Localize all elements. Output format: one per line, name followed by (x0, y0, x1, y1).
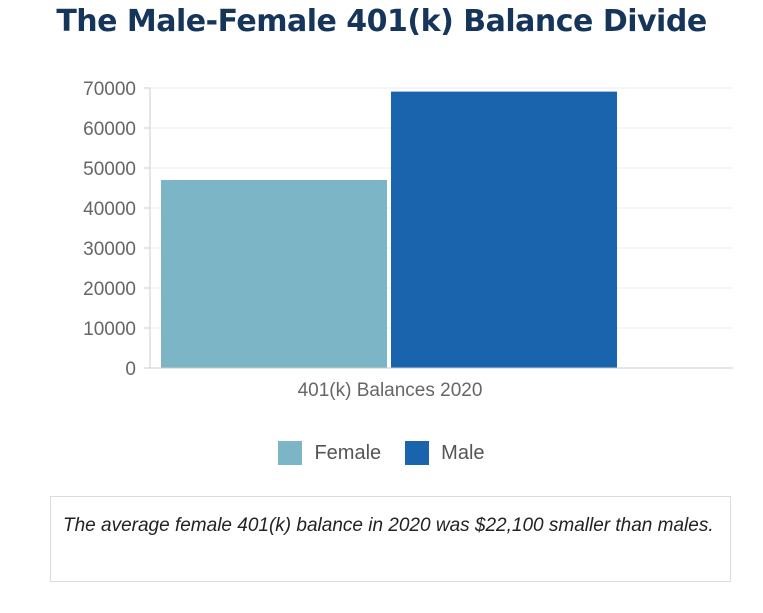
legend-swatch-male (405, 441, 430, 465)
bar-female[interactable] (161, 180, 387, 368)
legend-label-female: Female (314, 441, 382, 464)
y-tick-label: 10000 (83, 319, 136, 340)
y-tick-label: 20000 (83, 279, 136, 300)
y-tick-label: 70000 (83, 79, 136, 100)
y-tick-label: 60000 (83, 119, 136, 140)
y-axis-ticks: 0 10000 20000 30000 40000 50000 60000 70000 (83, 79, 150, 380)
legend: Female Male (0, 439, 763, 467)
y-tick-label: 0 (125, 359, 136, 380)
legend-label-male: Male (441, 441, 485, 464)
y-tick-label: 30000 (83, 239, 136, 260)
bars (161, 91, 617, 368)
legend-item-male[interactable]: Male (405, 441, 485, 465)
y-tick-label: 40000 (83, 199, 136, 220)
y-tick-label: 50000 (83, 159, 136, 180)
page-title: The Male-Female 401(k) Balance Divide (56, 4, 707, 39)
bar-male[interactable] (391, 91, 617, 368)
x-category-label: 401(k) Balances 2020 (298, 380, 483, 401)
chart-note: The average female 401(k) balance in 202… (50, 496, 731, 582)
legend-item-female[interactable]: Female (278, 441, 381, 465)
legend-swatch-female (278, 441, 303, 465)
bar-chart: 0 10000 20000 30000 40000 50000 60000 70000 401… (83, 79, 733, 401)
